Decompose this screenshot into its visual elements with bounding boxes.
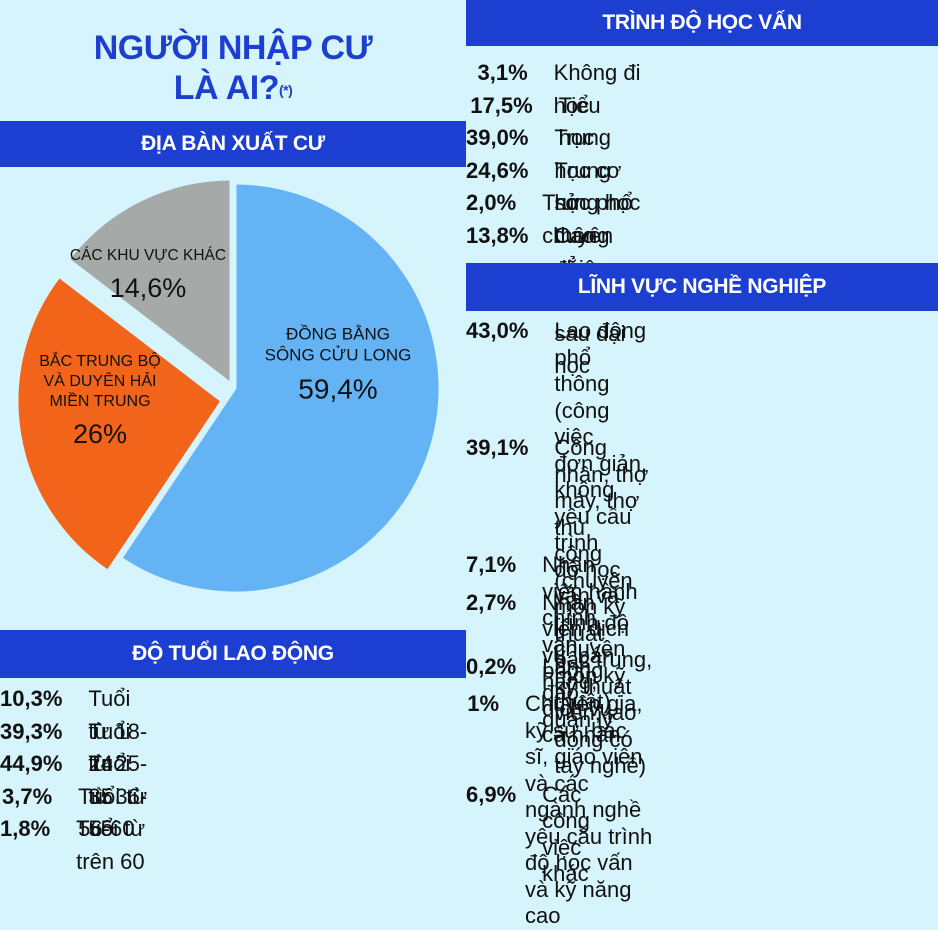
education-row-label-line: Không đi học	[553, 60, 641, 118]
occupation-row: 7,1% Nhân viên hành chính, văn phòng	[466, 552, 641, 685]
pie-slice-label-1: MIỀN TRUNG	[49, 391, 150, 410]
occupation-row-value: 7,1%	[466, 552, 517, 577]
age-row-value: 44,9%	[0, 751, 63, 776]
pie-slice-0	[118, 181, 442, 595]
occupation-row-label-line: Nhân viên hành chính, văn phòng	[542, 552, 638, 683]
occupation-row-label-line: dịch vụ cá nhân	[542, 695, 621, 748]
occupation-row-label: Nhân viên hành chính, văn phòng	[542, 552, 641, 685]
occupation-row-label: Lãnh đạo, quản lý	[542, 654, 629, 734]
age-row-value: 1,8%	[0, 816, 51, 841]
education-row-label-line: Trung học phổ thông	[554, 157, 633, 248]
occupation-row-value: 0,2%	[466, 653, 517, 679]
age-row: 10,3% Tuổi từ 18-24	[0, 683, 156, 781]
age-row-value: 10,3%	[0, 686, 63, 711]
age-row-label: Tuổi từ 18-24	[88, 683, 156, 781]
occupation-row-value: 6,9%	[466, 781, 517, 807]
age-row-label-line: Tuổi từ 56-60	[78, 783, 148, 842]
age-row-label-line: Tuổi từ 36-55	[88, 751, 148, 841]
education-row-label: Tiểu học	[559, 90, 622, 155]
age-row-label-line: Tuổi từ 18-24	[88, 686, 148, 776]
pie-slice-value-1: 26%	[73, 419, 127, 449]
occupation-row-label: Nhân viên dịch vụ, bán hàng, dịch vụ cá n…	[542, 590, 635, 749]
age-row-label: Tuổi từ 25-35	[88, 716, 156, 814]
left-column: NGƯỜI NHẬP CƯ LÀ AI?(*) ĐỊA BÀN XUẤT CƯ …	[0, 0, 466, 874]
education-row-label: Không đi học	[554, 57, 644, 122]
occupation-row-value: 39,1%	[466, 435, 529, 460]
age-row-label-line: Tuổi từ 25-35	[88, 718, 148, 809]
age-row-label: Tuổi từ 36-55	[88, 748, 156, 846]
section-header-education: TRÌNH ĐỘ HỌC VẤN	[466, 0, 938, 46]
occupation-row-label: Lao động phổ thông (công việc đơn giản, k…	[554, 318, 651, 716]
pie-slice-label-0: ĐỒNG BẰNG	[286, 325, 390, 344]
education-row-label-line: Tiểu học	[558, 92, 601, 151]
occupation-row-label-line: và các ngành nghề yêu cầu trình	[525, 770, 653, 849]
occupation-row-label-line: môn kỹ thuật)	[554, 662, 626, 715]
education-row-label-line: Trung học cơ sở	[554, 125, 622, 216]
occupation-row: 6,9% Các công việc khác	[466, 782, 628, 888]
occupation-row-label-line: Công nhân, thợ máy, thợ thủ	[554, 435, 649, 540]
title-footnote-mark: (*)	[279, 82, 293, 98]
occupation-row: 2,7% Nhân viên dịch vụ, bán hàng, dịch vụ …	[466, 590, 635, 749]
pie-slice-label-0: SÔNG CỬU LONG	[265, 346, 412, 365]
occupation-row-label-line: Lao động phổ thông (công việc	[554, 318, 647, 449]
pie-slice-value-0: 59,4%	[298, 374, 377, 405]
section-header-age: ĐỘ TUỔI LAO ĐỘNG	[0, 630, 466, 678]
occupation-row-label: Các công việc khác	[542, 782, 628, 888]
occupation-row-value: 2,7%	[466, 589, 517, 615]
occupation-row-label-line: Nhân viên dịch vụ, bán hàng,	[542, 589, 629, 695]
occupation-row-label-line: Lãnh đạo, quản lý	[542, 653, 614, 732]
age-row-label: Tuổi từ 56-60	[78, 781, 156, 846]
occupation-row-label: Công nhân, thợ máy, thợ thủ công (chuyên …	[554, 435, 658, 780]
education-row-label: Trung học cơ sở	[554, 122, 636, 220]
occupation-row-label-line: đơn giản, không yêu cầu trình	[554, 450, 648, 556]
occupation-row-label-line: bậc trung, kỹ thuật viên, lao	[554, 647, 653, 725]
title-line-1: NGƯỜI NHẬP CƯ	[93, 29, 373, 67]
section-header-origin: ĐỊA BÀN XUẤT CƯ	[0, 121, 466, 167]
occupation-row-value: 43,0%	[466, 318, 529, 343]
pie-slice-label-2: CÁC KHU VỰC KHÁC	[70, 247, 226, 264]
occupation-row-label-line: độ học vấn và trình độ chuyên	[554, 556, 629, 662]
pie-slice-value-2: 14,6%	[110, 273, 187, 303]
age-row-value: 39,3%	[0, 718, 63, 744]
education-row-value: 13,8%	[466, 223, 529, 248]
occupation-row-label-line: Chuyên gia, kỹ sư, bác sĩ, giáo viên	[525, 691, 643, 769]
page-title: NGƯỜI NHẬP CƯ LÀ AI?(*)	[0, 28, 466, 108]
age-row-label: Tuổi từ trên 60	[76, 813, 156, 878]
age-row: 39,3% Tuổi từ 25-35	[0, 716, 156, 814]
education-row-value: 2,0%	[466, 190, 517, 216]
pie-slice-2	[66, 177, 233, 388]
pie-slice-1	[15, 274, 225, 574]
age-row: 3,7% Tuổi từ 56-60	[0, 781, 156, 846]
title-line-2-text: LÀ AI?	[173, 69, 280, 107]
pie-slice-label-1: VÀ DUYÊN HẢI	[44, 371, 157, 390]
occupation-row-label-line: Các công việc khác	[542, 781, 590, 887]
education-row: 3,1% Không đi học	[466, 57, 644, 122]
age-row-label-line: Tuổi từ trên 60	[76, 816, 146, 874]
title-line-2: LÀ AI?(*)	[0, 68, 466, 108]
origin-pie-chart: ĐỒNG BẰNG SÔNG CỬU LONG 59,4% BẮC TRUNG BỘV…	[15, 177, 442, 595]
education-row-value: 17,5%	[470, 92, 533, 118]
age-row: 44,9% Tuổi từ 36-55	[0, 748, 156, 846]
education-row-value: 3,1%	[477, 60, 528, 85]
education-row: 24,6% Trung học phổ thông	[466, 155, 637, 253]
education-row: 2,0%Trung học chuyên nghiệp	[466, 187, 651, 285]
occupation-row-label-line: công (chuyên môn kỹ thuật	[554, 541, 633, 646]
age-row-value: 3,7%	[2, 783, 53, 809]
education-row: 39,0% Trung học cơ sở	[466, 122, 637, 220]
section-header-occupation: LĨNH VỰC NGHỀ NGHIỆP	[466, 263, 938, 311]
occupation-row: 39,1% Công nhân, thợ máy, thợ thủ công (ch…	[466, 435, 658, 780]
education-row-value: 39,0%	[466, 125, 529, 151]
age-row: 1,8% Tuổi từ trên 60	[0, 813, 156, 878]
occupation-row: 43,0% Lao động phổ thông (công việc đơn gi…	[466, 318, 651, 716]
pie-slice-label-1: BẮC TRUNG BỘ	[39, 351, 161, 370]
occupation-row-value: 1%	[467, 691, 500, 716]
occupation-row-label-line: động có tay nghề)	[554, 726, 647, 779]
education-row-value: 24,6%	[466, 157, 529, 183]
occupation-row: 0,2% Lãnh đạo, quản lý	[466, 654, 629, 734]
education-row-label: Trung học phổ thông	[554, 155, 636, 253]
education-row: 17,5% Tiểu học	[466, 90, 622, 155]
right-column: TRÌNH ĐỘ HỌC VẤN 3,1% Không đi học 17,5% Ti…	[466, 0, 938, 928]
